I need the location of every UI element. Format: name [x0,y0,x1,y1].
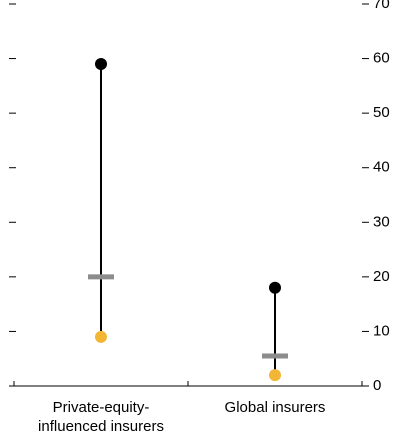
y-tick-label: 60 [373,50,390,67]
range-dot [269,281,281,294]
y-tick-label: 40 [373,159,390,176]
y-tick-label: 50 [373,104,390,121]
range-dot [269,369,281,382]
y-tick-label: 70 [373,0,390,12]
y-tick-label: 20 [373,268,390,285]
median-bar [262,353,288,359]
y-tick-label: 30 [373,213,390,230]
median-bar [88,274,114,280]
range-dot [95,58,107,71]
y-tick-label: 10 [373,322,390,339]
x-tick-label: Private-equity-influenced insurers [38,399,164,435]
x-tick-label: Global insurers [224,399,326,416]
range-dot [95,330,107,343]
y-tick-label: 0 [373,377,381,394]
